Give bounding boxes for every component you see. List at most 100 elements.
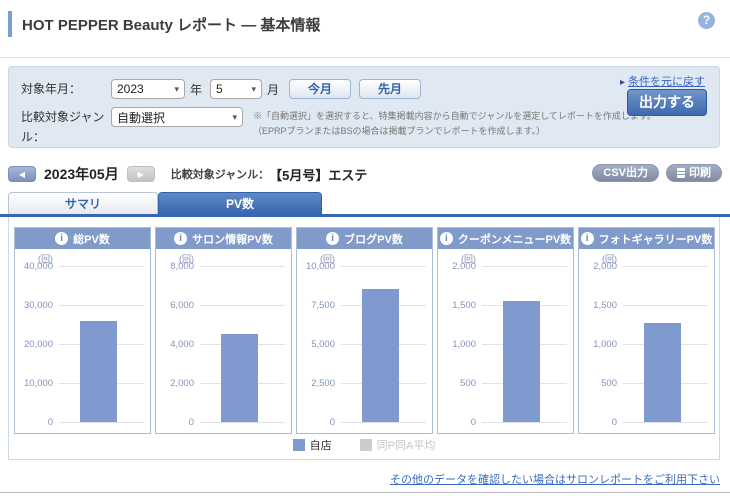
info-icon[interactable]: i [580,232,594,245]
bar-own-store [503,301,540,422]
print-label: 印刷 [689,167,711,179]
month-suffix: 月 [267,82,280,97]
tab-underline [0,214,730,217]
genre-select[interactable]: 自動選択 ▾ [111,107,243,127]
compare-genre-label: 比較対象ジャンル： [170,169,270,181]
gridline [200,422,285,423]
header-divider [0,57,730,58]
y-axis-tick: 0 [470,417,476,428]
gridline [59,305,144,306]
salon-report-link[interactable]: その他のデータを確認したい場合はサロンレポートをご利用下さい [390,474,720,486]
csv-export-label: CSV出力 [603,167,648,179]
y-axis-tick: 40,000 [23,261,53,272]
info-icon[interactable]: i [326,232,340,245]
legend-label-own-store: 自店 [309,440,332,452]
panel-header: i 総PV数 [15,228,150,249]
legend-item-own-store: 自店 [292,437,332,453]
bar-own-store [221,334,258,422]
gridline [59,422,144,423]
gridline [623,266,708,267]
gridline [482,422,567,423]
panel-header: i ブログPV数 [297,228,432,249]
month-pager: ◀ 2023年05月 ▶ 比較対象ジャンル： 【5月号】エステ [8,164,722,184]
y-axis-tick: 4,000 [170,339,194,350]
y-axis-tick: 500 [601,378,617,389]
report-nav: ◀ 2023年05月 ▶ 比較対象ジャンル： 【5月号】エステ CSV出力 印刷 [8,164,722,184]
help-icon[interactable]: ? [698,12,715,29]
y-axis-tick: 1,000 [452,339,476,350]
info-icon[interactable]: i [439,232,453,245]
legend-label-average: 同P同A平均 [376,440,436,452]
current-month-label: 2023年05月 [44,166,119,182]
year-select-value: 2023 [117,82,144,96]
chart-panels: i 総PV数 (回) 40,000 30,000 20,000 10,000 0 i サロン情報P… [14,227,715,434]
y-axis-tick: 10,000 [23,378,53,389]
arrow-right-icon: ▸ [619,77,625,88]
y-axis-tick: 2,000 [452,261,476,272]
y-axis-tick: 2,000 [593,261,617,272]
next-month-button[interactable]: ▶ [126,166,155,182]
y-axis-tick: 2,000 [170,378,194,389]
pv-charts-section: i 総PV数 (回) 40,000 30,000 20,000 10,000 0 i サロン情報P… [8,217,720,460]
y-axis-unit: (回) [320,254,335,264]
panel-title: 総PV数 [73,233,110,246]
info-icon[interactable]: i [55,232,69,245]
target-month-row: 対象年月： 2023 ▾ 年 5 ▾ 月 今月 先月 [21,79,422,99]
pv-chart-panel: i フォトギャラリーPV数 (回) 2,000 1,500 1,000 500 0 [578,227,715,434]
gridline [59,266,144,267]
y-axis-tick: 6,000 [170,300,194,311]
y-axis-tick: 0 [329,417,335,428]
month-select[interactable]: 5 ▾ [210,79,263,99]
y-axis-tick: 20,000 [23,339,53,350]
y-axis-tick: 0 [188,417,194,428]
bar-chart: (回) 40,000 30,000 20,000 10,000 0 [15,249,150,433]
genre-note-line2: （EPRPプランまたはBSの場合は掲載プランでレポートを作成します。） [253,126,546,137]
y-axis-tick: 5,000 [311,339,335,350]
gridline [341,266,426,267]
y-axis-tick: 30,000 [23,300,53,311]
tab-summary[interactable]: サマリ [8,192,158,214]
chart-legend: 自店 同P同A平均 [9,437,719,453]
filter-panel: 対象年月： 2023 ▾ 年 5 ▾ 月 今月 先月 比較対象ジャンル： 自動選… [8,66,720,148]
reset-conditions-label: 条件を元に戻す [628,76,705,88]
y-axis-tick: 10,000 [305,261,335,272]
y-axis-tick: 1,500 [593,300,617,311]
bar-chart: (回) 10,000 7,500 5,000 2,500 0 [297,249,432,433]
legend-swatch-own-store [292,439,305,451]
output-button[interactable]: 出力する [627,89,707,116]
panel-title: ブログPV数 [344,233,403,246]
gridline [482,266,567,267]
panel-header: i フォトギャラリーPV数 [579,228,714,249]
y-axis-unit: (回) [38,254,53,264]
bar-chart: (回) 2,000 1,500 1,000 500 0 [438,249,573,433]
pv-chart-panel: i ブログPV数 (回) 10,000 7,500 5,000 2,500 0 [296,227,433,434]
genre-note-line1: ※「自動選択」を選択すると、特集掲載内容から自動でジャンルを選定してレポートを作… [253,111,657,121]
year-select[interactable]: 2023 ▾ [111,79,185,99]
y-axis-tick: 0 [47,417,53,428]
bar-own-store [644,323,681,422]
genre-row: 比較対象ジャンル： 自動選択 ▾ ※「自動選択」を選択すると、特集掲載内容から自… [21,107,656,147]
pv-chart-panel: i 総PV数 (回) 40,000 30,000 20,000 10,000 0 [14,227,151,434]
gridline [623,305,708,306]
target-month-label: 対象年月： [21,82,82,96]
print-button[interactable]: 印刷 [666,164,722,182]
y-axis-unit: (回) [179,254,194,264]
this-month-button[interactable]: 今月 [289,79,352,99]
legend-item-average: 同P同A平均 [359,437,436,453]
last-month-button[interactable]: 先月 [359,79,422,99]
tab-pv-count[interactable]: PV数 [158,192,322,214]
title-accent-bar [8,11,12,37]
chevron-down-icon: ▾ [232,111,237,122]
y-axis-unit: (回) [602,254,617,264]
month-select-value: 5 [216,82,223,96]
reset-conditions-link[interactable]: ▸ 条件を元に戻す [620,73,705,89]
csv-export-button[interactable]: CSV出力 [592,164,659,182]
bottom-divider [0,492,730,493]
y-axis-unit: (回) [461,254,476,264]
legend-swatch-average [359,439,372,451]
genre-select-value: 自動選択 [117,110,166,125]
page-title: HOT PEPPER Beauty レポート ― 基本情報 [22,16,321,34]
prev-month-button[interactable]: ◀ [8,166,36,182]
info-icon[interactable]: i [174,232,188,245]
